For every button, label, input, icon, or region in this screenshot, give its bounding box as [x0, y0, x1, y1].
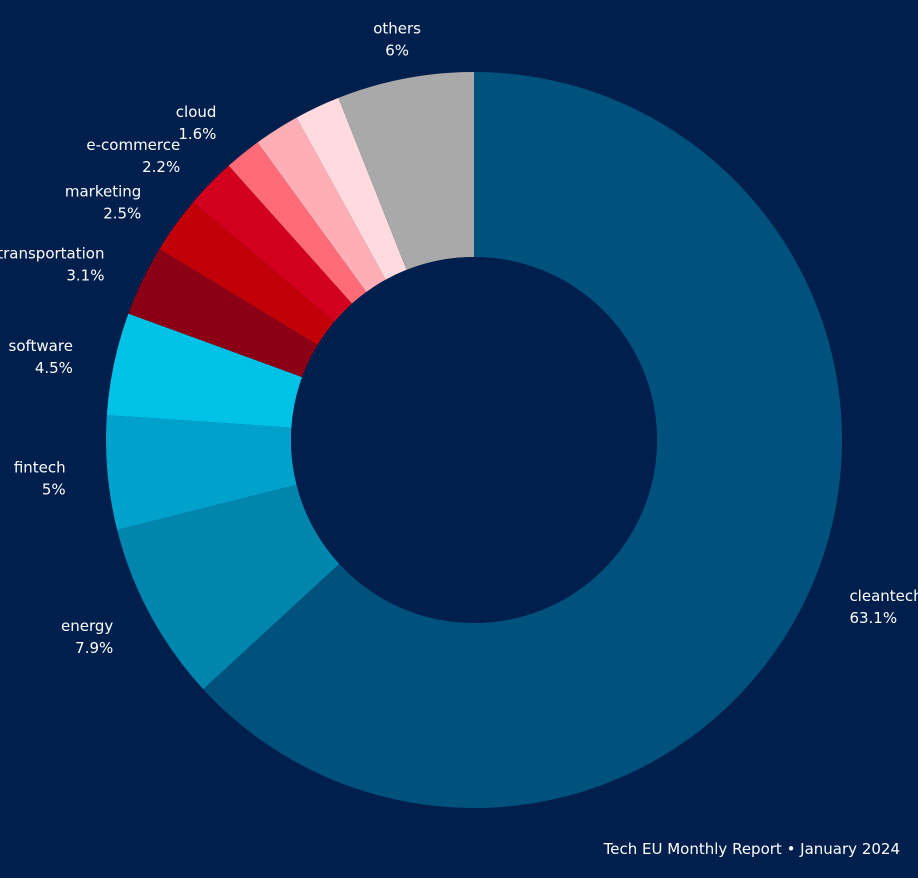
slice-label-cloud: cloud — [176, 103, 217, 121]
slice-label-cleantech: cleantech — [849, 587, 918, 605]
slice-value-software: 4.5% — [35, 359, 73, 377]
slice-label-others: others — [373, 19, 421, 37]
slice-unlabeled-1 — [257, 117, 386, 293]
slice-fintech — [106, 415, 297, 530]
slice-label-software: software — [9, 337, 73, 355]
slice-label-fintech: fintech — [14, 459, 66, 477]
slice-value-energy: 7.9% — [75, 639, 113, 657]
slice-value-cloud: 1.6% — [178, 125, 216, 143]
slice-value-cleantech: 63.1% — [849, 609, 897, 627]
slice-label-marketing: marketing — [65, 182, 141, 200]
slice-others — [338, 72, 474, 270]
donut-hole — [291, 257, 657, 623]
slice-energy — [117, 484, 340, 690]
slice-transportation — [128, 249, 318, 378]
slice-cloud — [228, 142, 367, 304]
slice-marketing — [159, 202, 335, 346]
slice-label-e-commerce: e-commerce — [86, 136, 180, 154]
labels-group: cleantech 63.1% energy 7.9% fintech 5% softwar… — [0, 19, 918, 657]
slice-value-fintech: 5% — [42, 481, 66, 499]
footer-note: Tech EU Monthly Report • January 2024 — [603, 840, 900, 858]
slice-value-transportation: 3.1% — [66, 266, 104, 284]
slice-value-e-commerce: 2.2% — [142, 158, 180, 176]
slices-group — [106, 72, 842, 809]
slice-value-marketing: 2.5% — [103, 204, 141, 222]
slice-software — [106, 313, 303, 428]
slice-e-commerce — [193, 165, 353, 322]
slice-value-others: 6% — [385, 41, 409, 59]
slice-cleantech — [203, 72, 842, 809]
slice-label-energy: energy — [61, 617, 113, 635]
slice-label-transportation: transportation — [0, 244, 104, 262]
slice-unlabeled-2 — [296, 97, 407, 280]
